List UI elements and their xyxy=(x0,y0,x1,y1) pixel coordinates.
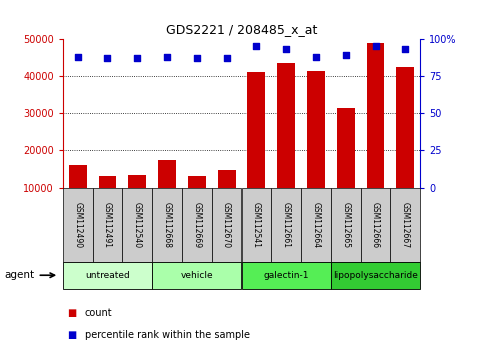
Text: lipopolysaccharide: lipopolysaccharide xyxy=(333,271,418,280)
Point xyxy=(163,54,171,59)
Bar xyxy=(69,165,86,188)
Text: GSM112670: GSM112670 xyxy=(222,202,231,248)
Text: GSM112667: GSM112667 xyxy=(401,202,410,248)
Bar xyxy=(158,160,176,188)
Bar xyxy=(218,170,236,188)
Text: GSM112541: GSM112541 xyxy=(252,202,261,248)
Bar xyxy=(182,188,212,262)
Point xyxy=(282,46,290,52)
Text: GSM112490: GSM112490 xyxy=(73,202,82,248)
Bar xyxy=(397,67,414,188)
Text: GSM112540: GSM112540 xyxy=(133,202,142,248)
Bar xyxy=(337,108,355,188)
Bar xyxy=(128,175,146,188)
Point xyxy=(401,46,409,52)
Title: GDS2221 / 208485_x_at: GDS2221 / 208485_x_at xyxy=(166,23,317,36)
Bar xyxy=(242,188,271,262)
Bar xyxy=(152,262,242,289)
Bar xyxy=(63,262,152,289)
Point xyxy=(372,44,380,49)
Text: vehicle: vehicle xyxy=(181,271,213,280)
Bar xyxy=(122,188,152,262)
Text: ■: ■ xyxy=(68,330,77,339)
Bar xyxy=(277,63,295,188)
Bar xyxy=(361,188,390,262)
Text: GSM112661: GSM112661 xyxy=(282,202,291,248)
Point xyxy=(133,56,141,61)
Bar xyxy=(93,188,122,262)
Text: agent: agent xyxy=(5,270,35,280)
Point xyxy=(74,54,82,59)
Text: GSM112669: GSM112669 xyxy=(192,202,201,248)
Text: GSM112491: GSM112491 xyxy=(103,202,112,248)
Point xyxy=(342,52,350,58)
Text: count: count xyxy=(85,308,112,318)
Bar xyxy=(331,188,361,262)
Text: ■: ■ xyxy=(68,308,77,318)
Bar xyxy=(271,188,301,262)
Point xyxy=(253,44,260,49)
Text: GSM112668: GSM112668 xyxy=(163,202,171,248)
Bar xyxy=(367,43,384,188)
Point xyxy=(193,56,201,61)
Point xyxy=(312,54,320,59)
Text: GSM112666: GSM112666 xyxy=(371,202,380,248)
Bar xyxy=(307,70,325,188)
Bar xyxy=(301,188,331,262)
Bar xyxy=(188,176,206,188)
Point xyxy=(223,56,230,61)
Bar xyxy=(331,262,420,289)
Text: galectin-1: galectin-1 xyxy=(263,271,309,280)
Bar xyxy=(242,262,331,289)
Bar xyxy=(247,72,265,188)
Bar xyxy=(99,176,116,188)
Text: percentile rank within the sample: percentile rank within the sample xyxy=(85,330,250,339)
Bar xyxy=(390,188,420,262)
Bar xyxy=(63,188,93,262)
Bar xyxy=(152,188,182,262)
Point xyxy=(104,56,112,61)
Text: GSM112665: GSM112665 xyxy=(341,202,350,248)
Text: untreated: untreated xyxy=(85,271,130,280)
Text: GSM112664: GSM112664 xyxy=(312,202,320,248)
Bar xyxy=(212,188,242,262)
